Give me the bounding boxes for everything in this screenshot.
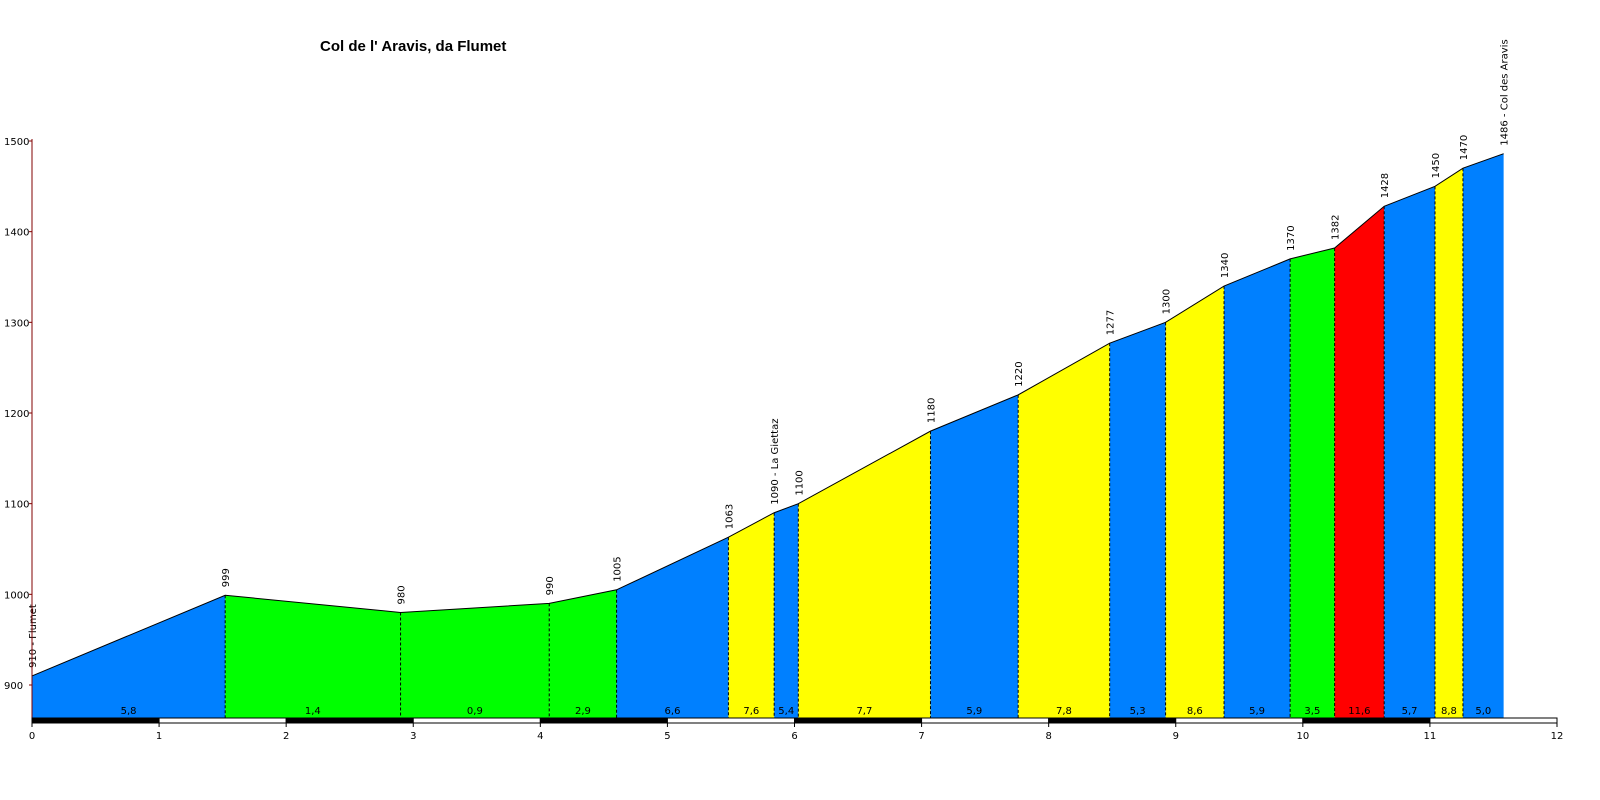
elevation-label: 1340 xyxy=(1220,253,1231,278)
elevation-label: 1382 xyxy=(1331,215,1342,240)
grade-label: 3,5 xyxy=(1304,706,1320,717)
profile-segment xyxy=(1334,206,1385,718)
y-tick-label: 1000 xyxy=(4,590,29,601)
elevation-labels: 910 - Flumet 999 980 990 1005 1063 1090 - La G… xyxy=(28,39,1511,668)
x-axis: 0 1 2 3 4 5 6 7 8 9 10 11 12 xyxy=(29,717,1564,742)
grade-label: 5,9 xyxy=(966,706,982,717)
profile-segment xyxy=(798,431,931,718)
grade-label: 5,7 xyxy=(1402,706,1418,717)
profile-outline xyxy=(31,153,1504,677)
x-tick-label: 3 xyxy=(410,731,416,742)
profile-segment xyxy=(549,589,617,718)
elevation-label: 980 xyxy=(397,585,408,604)
y-tick-label: 1400 xyxy=(4,228,29,239)
elevation-label: 910 - Flumet xyxy=(28,604,39,668)
x-tick-label: 9 xyxy=(1173,731,1179,742)
profile-segment xyxy=(225,595,401,718)
segment-dividers xyxy=(224,168,1464,718)
x-tick-label: 5 xyxy=(664,731,670,742)
profile-segment xyxy=(728,512,775,718)
profile-segment xyxy=(930,394,1019,718)
grade-label: 8,8 xyxy=(1441,706,1457,717)
grade-label: 11,6 xyxy=(1348,706,1370,717)
elevation-label: 1220 xyxy=(1014,361,1025,386)
grade-label: 5,4 xyxy=(778,706,794,717)
elevation-label: 1277 xyxy=(1106,310,1117,335)
profile-segment xyxy=(1109,322,1166,718)
profile-segment xyxy=(774,503,799,718)
chart-title: Col de l' Aravis, da Flumet xyxy=(320,38,507,55)
x-tick-label: 6 xyxy=(791,731,797,742)
grade-label: 0,9 xyxy=(467,706,483,717)
y-tick-label: 1300 xyxy=(4,318,29,329)
elevation-label: 1180 xyxy=(926,398,937,423)
km-bar-segment xyxy=(285,717,414,724)
profile-segment xyxy=(1435,168,1463,718)
profile-segment xyxy=(1462,153,1504,718)
elevation-label: 1005 xyxy=(613,556,624,581)
grade-label: 1,4 xyxy=(305,706,321,717)
elevation-label: 999 xyxy=(221,568,232,587)
km-bar-segment xyxy=(31,717,160,724)
grade-label: 7,7 xyxy=(856,706,872,717)
grade-labels: 5,8 1,4 0,9 2,9 6,6 7,6 5,4 7,7 5,9 7,8 5,3 8,6 5,9 3… xyxy=(121,706,1492,717)
elevation-label: 1486 - Col des Aravis xyxy=(1500,39,1511,145)
km-bar-segment xyxy=(1429,717,1558,724)
y-tick-label: 1500 xyxy=(4,137,29,148)
profile-segment xyxy=(1224,258,1291,718)
elevation-label: 990 xyxy=(545,576,556,595)
km-bar-segment xyxy=(412,717,541,724)
grade-label: 5,9 xyxy=(1249,706,1265,717)
elevation-label: 1428 xyxy=(1380,173,1391,198)
x-tick-label: 12 xyxy=(1551,731,1564,742)
x-tick-label: 4 xyxy=(537,731,543,742)
elevation-label: 1300 xyxy=(1162,289,1173,314)
profile-segment xyxy=(32,595,226,718)
x-tick-label: 11 xyxy=(1424,731,1437,742)
profile-segment xyxy=(1384,186,1435,719)
x-tick-label: 10 xyxy=(1296,731,1309,742)
grade-label: 5,8 xyxy=(121,706,137,717)
elevation-label: 1370 xyxy=(1286,225,1297,250)
grade-label: 8,6 xyxy=(1187,706,1203,717)
km-bar-segment xyxy=(921,717,1050,724)
elevation-label: 1063 xyxy=(724,504,735,529)
profile-segment xyxy=(1290,247,1335,718)
elevation-label: 1100 xyxy=(794,470,805,495)
y-tick-label: 900 xyxy=(4,681,23,692)
km-bar-segment xyxy=(1175,717,1304,724)
y-axis: 900 1000 1100 1200 1300 1400 1500 xyxy=(4,137,33,718)
grade-label: 7,8 xyxy=(1056,706,1072,717)
y-tick-label: 1200 xyxy=(4,409,29,420)
profile-segment xyxy=(1018,343,1110,718)
x-tick-label: 8 xyxy=(1045,731,1051,742)
km-bar-segment xyxy=(539,717,668,724)
elevation-label: 1090 - La Giettaz xyxy=(770,419,781,505)
grade-label: 6,6 xyxy=(665,706,681,717)
km-bar-segment xyxy=(1302,717,1431,724)
x-tick-label: 1 xyxy=(156,731,162,742)
grade-label: 5,3 xyxy=(1130,706,1146,717)
profile-segments xyxy=(32,153,1504,719)
x-tick-label: 7 xyxy=(918,731,924,742)
grade-label: 2,9 xyxy=(575,706,591,717)
km-bar-segment xyxy=(158,717,287,724)
grade-label: 7,6 xyxy=(743,706,759,717)
profile-line xyxy=(31,153,1504,677)
km-bar-segment xyxy=(1048,717,1177,724)
profile-segment xyxy=(616,537,729,718)
x-tick-label: 0 xyxy=(29,731,35,742)
profile-segment xyxy=(400,603,550,718)
km-bar-segment xyxy=(794,717,923,724)
elevation-label: 1470 xyxy=(1459,135,1470,160)
y-tick-label: 1100 xyxy=(4,500,29,511)
x-tick-label: 2 xyxy=(283,731,289,742)
elevation-label: 1450 xyxy=(1431,153,1442,178)
km-bar-segment xyxy=(666,717,796,724)
profile-segment xyxy=(1165,286,1225,718)
grade-label: 5,0 xyxy=(1475,706,1491,717)
